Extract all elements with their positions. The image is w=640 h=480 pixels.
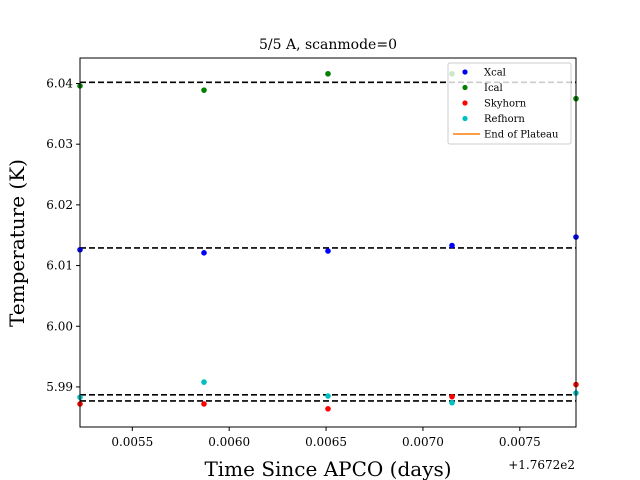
skyhorn-point-2	[325, 405, 331, 412]
xcal-point-1	[201, 250, 207, 256]
ical-point-2	[325, 70, 331, 77]
legend-label-end-of-plateau: End of Plateau	[484, 130, 559, 141]
x-axis-title: Time Since APCO (days)	[204, 457, 451, 480]
y-tick-label-2: 6.01	[46, 259, 73, 273]
skyhorn-point-3	[449, 393, 455, 400]
refhorn-point-3	[449, 399, 455, 406]
chart-title: 5/5 A, scanmode=0	[259, 37, 397, 53]
refhorn-point-1	[201, 379, 207, 385]
legend-marker-ical	[462, 84, 468, 91]
legend-marker-skyhorn	[462, 100, 468, 106]
refhorn-point-2	[325, 393, 331, 399]
x-axis: 0.0055 0.0060 0.0065 0.0070 0.0075	[111, 427, 541, 449]
x-tick-label-4: 0.0075	[499, 435, 541, 449]
x-tick-label-3: 0.0070	[402, 435, 444, 449]
y-tick-label-0: 5.99	[46, 380, 73, 394]
legend-box	[447, 62, 572, 145]
y-tick-label-5: 6.04	[46, 76, 73, 90]
y-axis: 5.99 6.00 6.01 6.02 6.03 6.04	[46, 76, 80, 394]
x-tick-label-2: 0.0065	[305, 435, 347, 449]
legend-label-xcal: Xcal	[484, 68, 506, 79]
y-axis-title: Temperature (K)	[5, 159, 29, 327]
legend-marker-refhorn	[462, 115, 468, 122]
y-tick-label-1: 6.00	[46, 319, 73, 333]
legend-label-refhorn: Refhorn	[484, 114, 525, 125]
y-tick-label-3: 6.02	[46, 198, 73, 212]
legend-marker-xcal	[462, 69, 468, 75]
ical-point-1	[201, 87, 207, 93]
y-tick-label-4: 6.03	[46, 137, 73, 151]
skyhorn-point-1	[201, 401, 207, 407]
legend-label-ical: Ical	[484, 83, 503, 94]
xcal-point-2	[325, 248, 331, 254]
legend: Xcal Ical Skyhorn Refhorn End of Plateau	[447, 62, 572, 145]
plot-frame	[79, 57, 577, 428]
x-tick-label-1: 0.0060	[208, 435, 250, 449]
xcal-point-3	[449, 242, 455, 249]
legend-label-skyhorn: Skyhorn	[484, 99, 527, 110]
x-tick-label-0: 0.0055	[111, 435, 153, 449]
x-offset-label: +1.7672e2	[508, 458, 575, 472]
